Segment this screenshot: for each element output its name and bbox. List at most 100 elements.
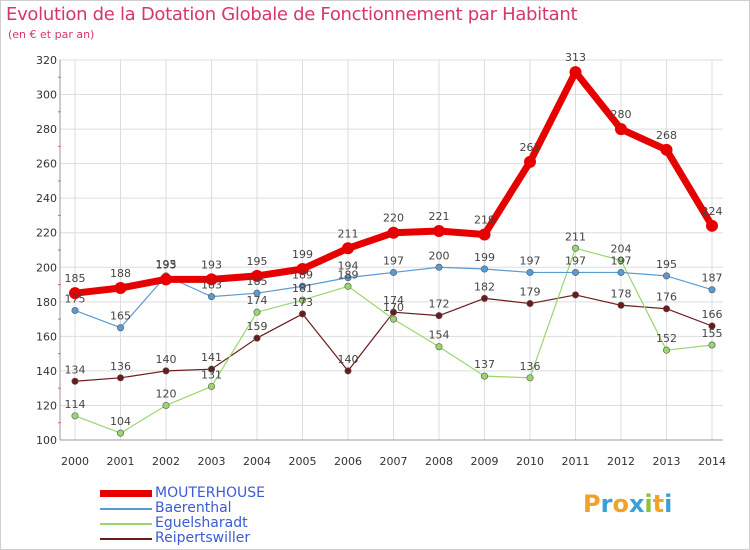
x-tick-label: 2013 xyxy=(653,455,681,468)
y-tick-label: 200 xyxy=(36,261,57,274)
data-label: 114 xyxy=(65,398,86,411)
data-label: 170 xyxy=(383,301,404,314)
data-point xyxy=(117,374,125,382)
x-tick-label: 2002 xyxy=(152,455,180,468)
data-point xyxy=(160,273,172,286)
data-point xyxy=(253,308,261,316)
x-tick-label: 2014 xyxy=(698,455,726,468)
data-label: 224 xyxy=(702,205,723,218)
data-point xyxy=(617,268,625,276)
data-point xyxy=(617,256,625,264)
data-label: 197 xyxy=(565,254,586,267)
data-label: 185 xyxy=(65,272,86,285)
data-label: 134 xyxy=(65,363,86,376)
data-point xyxy=(162,367,170,375)
x-tick-label: 2010 xyxy=(516,455,544,468)
data-point xyxy=(389,268,397,276)
data-point xyxy=(526,268,534,276)
data-point xyxy=(344,274,352,282)
x-tick-label: 2008 xyxy=(425,455,453,468)
proxiti-logo: Proxiti xyxy=(583,490,672,518)
data-point xyxy=(208,382,216,390)
brand-letter: i xyxy=(644,490,653,518)
y-tick-label: 140 xyxy=(36,365,57,378)
brand-letter: o xyxy=(612,490,629,518)
brand-letter: t xyxy=(652,490,665,518)
data-label: 178 xyxy=(611,287,632,300)
data-label: 136 xyxy=(520,360,541,373)
data-label: 195 xyxy=(656,258,677,271)
y-tick-label: 260 xyxy=(36,158,57,171)
data-label: 195 xyxy=(156,258,177,271)
data-label: 268 xyxy=(656,129,677,142)
data-label: 176 xyxy=(656,291,677,304)
data-point xyxy=(387,226,400,239)
data-label: 173 xyxy=(292,296,313,309)
y-tick-label: 300 xyxy=(36,89,57,102)
data-point xyxy=(253,334,261,342)
data-label: 195 xyxy=(247,255,268,268)
data-point xyxy=(480,265,488,273)
data-label: 159 xyxy=(247,320,268,333)
data-label: 182 xyxy=(474,280,495,293)
x-tick-label: 2000 xyxy=(61,455,89,468)
x-tick-label: 2006 xyxy=(334,455,362,468)
data-point xyxy=(708,286,716,294)
data-point xyxy=(571,268,579,276)
chart-title: Evolution de la Dotation Globale de Fonc… xyxy=(6,4,578,25)
x-tick-label: 2001 xyxy=(107,455,135,468)
data-label: 175 xyxy=(65,292,86,305)
data-point xyxy=(435,343,443,351)
x-tick-label: 2011 xyxy=(562,455,590,468)
data-label: 165 xyxy=(110,310,131,323)
data-point xyxy=(298,296,306,304)
data-label: 220 xyxy=(383,212,404,225)
data-point xyxy=(660,143,673,156)
legend-swatch-baerenthal xyxy=(100,508,152,510)
data-label: 221 xyxy=(429,210,450,223)
data-point xyxy=(162,401,170,409)
data-label: 141 xyxy=(201,351,222,364)
data-point xyxy=(71,412,79,420)
legend-swatch-reipertswiller xyxy=(100,538,152,540)
data-point xyxy=(615,123,627,136)
x-tick-label: 2007 xyxy=(380,455,408,468)
data-label: 104 xyxy=(110,415,131,428)
data-label: 179 xyxy=(520,286,541,299)
data-point xyxy=(69,287,81,300)
chart-subtitle: (en € et par an) xyxy=(8,28,95,41)
data-label: 197 xyxy=(611,254,632,267)
data-point xyxy=(526,300,534,308)
data-point xyxy=(114,282,127,294)
legend-label-baerenthal: Baerenthal xyxy=(155,500,232,516)
legend-label-eguelsharadt: Eguelsharadt xyxy=(155,515,248,531)
data-point xyxy=(117,324,125,332)
y-tick-label: 280 xyxy=(36,123,57,136)
data-label: 199 xyxy=(474,251,495,264)
data-point xyxy=(478,228,491,241)
data-label: 155 xyxy=(702,327,723,340)
data-point xyxy=(706,219,718,232)
brand-letter: i xyxy=(664,490,673,518)
data-label: 219 xyxy=(474,213,495,226)
data-label: 188 xyxy=(110,267,131,280)
data-point xyxy=(571,291,579,299)
data-point xyxy=(296,263,309,275)
data-point xyxy=(662,272,670,280)
data-label: 140 xyxy=(156,353,177,366)
data-point xyxy=(617,301,625,309)
data-label: 261 xyxy=(520,141,541,154)
data-label: 211 xyxy=(565,230,586,243)
data-label: 172 xyxy=(429,298,450,311)
x-tick-label: 2009 xyxy=(471,455,499,468)
legend-label-mouterhouse: MOUTERHOUSE xyxy=(155,485,265,501)
data-point xyxy=(662,346,670,354)
y-tick-label: 160 xyxy=(36,330,57,343)
brand-letter: r xyxy=(600,490,613,518)
brand-letter: x xyxy=(628,490,645,518)
y-tick-label: 100 xyxy=(36,434,57,447)
legend-swatch-eguelsharadt xyxy=(100,523,152,525)
data-point xyxy=(480,372,488,380)
data-label: 197 xyxy=(383,254,404,267)
